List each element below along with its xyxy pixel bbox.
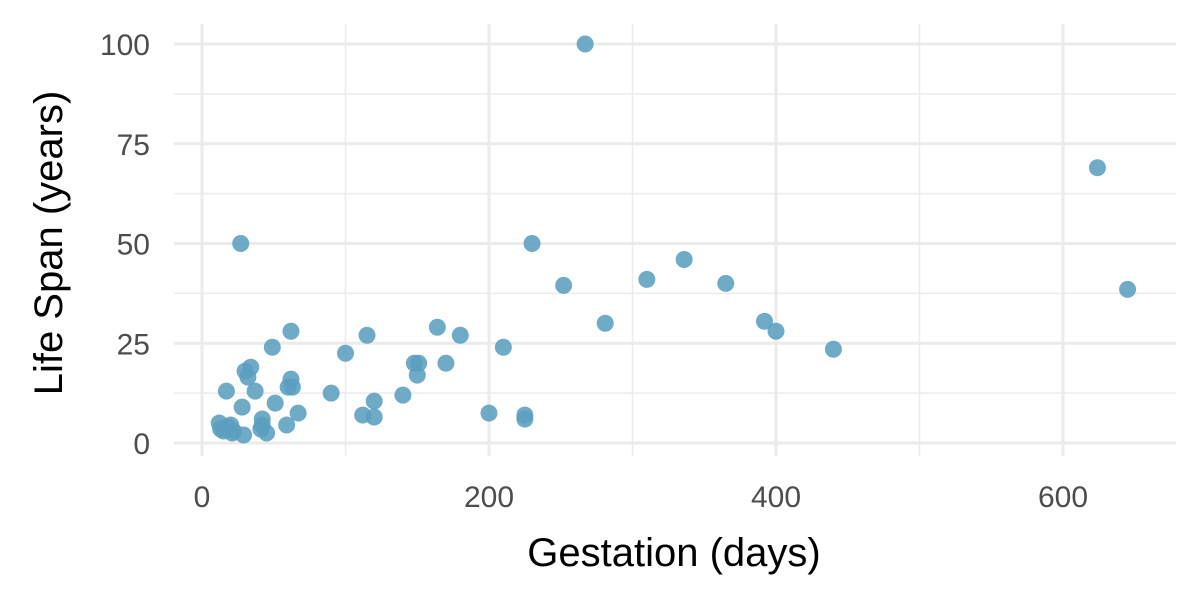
data-point: [767, 322, 785, 340]
y-tick-label: 50: [117, 229, 150, 262]
data-point: [235, 426, 253, 444]
data-point: [1088, 159, 1106, 177]
x-axis-title: Gestation (days): [527, 531, 820, 575]
data-point: [217, 382, 235, 400]
data-point: [242, 358, 260, 376]
data-point: [282, 322, 300, 340]
data-point: [283, 378, 301, 396]
y-tick-label: 100: [100, 29, 150, 62]
data-point: [638, 270, 656, 288]
data-point: [246, 382, 264, 400]
x-tick-label: 0: [194, 481, 211, 514]
data-point: [596, 314, 614, 332]
data-point: [523, 235, 541, 252]
plot-grid: [174, 24, 1176, 456]
y-tick-label: 25: [117, 328, 150, 361]
y-tick-label: 0: [133, 428, 150, 461]
data-point: [1119, 280, 1137, 298]
data-point: [365, 392, 383, 410]
data-point: [675, 250, 693, 268]
data-point: [451, 326, 469, 344]
x-tick-label: 200: [464, 481, 514, 514]
data-point: [263, 338, 281, 356]
data-point: [278, 416, 296, 434]
data-point: [322, 384, 340, 402]
data-point: [289, 404, 307, 422]
x-tick-label: 600: [1038, 481, 1088, 514]
data-point: [337, 344, 354, 362]
data-point: [576, 35, 594, 53]
data-point: [480, 404, 498, 422]
x-tick-label: 400: [751, 481, 801, 514]
data-point: [266, 394, 284, 412]
data-point: [410, 354, 428, 372]
data-point: [494, 338, 512, 356]
data-point: [258, 424, 276, 442]
y-axis-ticks: 0 25 50 75 100: [100, 29, 150, 461]
data-point: [365, 408, 383, 426]
data-point: [232, 235, 250, 252]
data-point: [824, 340, 842, 358]
data-points: [210, 35, 1137, 444]
data-point: [233, 398, 251, 416]
data-point: [516, 410, 534, 428]
data-point: [358, 326, 376, 344]
data-point: [555, 276, 573, 294]
data-point: [428, 318, 446, 336]
y-axis-title: Life Span (years): [27, 91, 71, 396]
data-point: [437, 354, 455, 372]
data-point: [394, 386, 412, 404]
x-axis-ticks: 0 200 400 600: [194, 481, 1088, 514]
y-tick-label: 75: [117, 129, 150, 162]
data-point: [756, 312, 774, 330]
data-point: [717, 274, 735, 292]
